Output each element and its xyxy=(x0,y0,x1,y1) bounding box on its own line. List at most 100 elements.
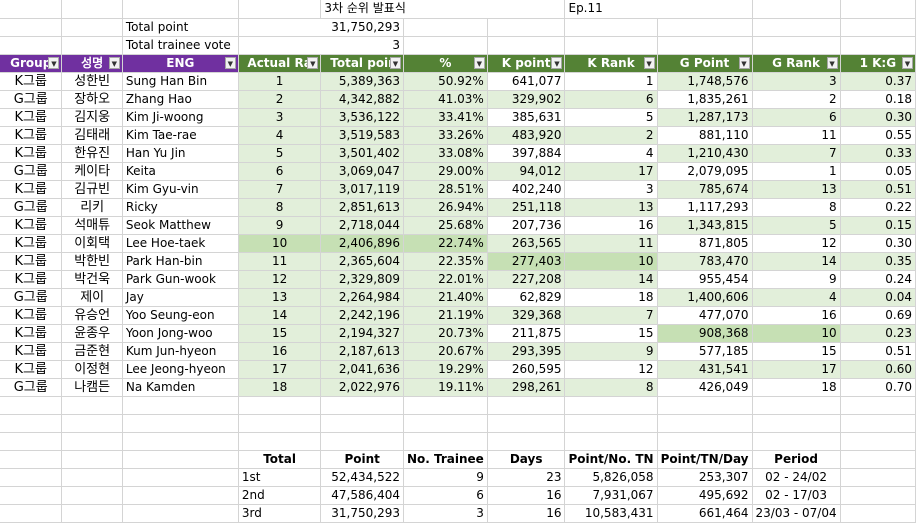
actual-rank-cell[interactable]: 2 xyxy=(238,90,322,109)
empty-cell[interactable] xyxy=(657,36,753,55)
k-rank-cell[interactable]: 2 xyxy=(564,126,658,145)
empty-cell[interactable] xyxy=(0,468,63,487)
filter-dropdown-button[interactable]: ▼ xyxy=(224,56,236,69)
k-point-cell[interactable]: 211,875 xyxy=(487,324,566,343)
total-point-cell[interactable]: 3,017,119 xyxy=(320,180,404,199)
group-cell[interactable]: K그룹 xyxy=(0,108,63,127)
name-cell[interactable]: 김규빈 xyxy=(61,180,123,199)
percent-cell[interactable]: 22.74% xyxy=(403,234,488,253)
name-cell[interactable]: 성한빈 xyxy=(61,72,123,91)
k-point-cell[interactable]: 298,261 xyxy=(487,378,566,397)
summary-point-per-tn[interactable]: 7,931,067 xyxy=(564,486,658,505)
eng-name-cell[interactable]: Ricky xyxy=(122,198,239,217)
kg-ratio-cell[interactable]: 0.23 xyxy=(840,324,916,343)
k-point-cell[interactable]: 483,920 xyxy=(487,126,566,145)
group-cell[interactable]: G그룹 xyxy=(0,162,63,181)
summary-point-per-tn[interactable]: 5,826,058 xyxy=(564,468,658,487)
kg-ratio-cell[interactable]: 0.69 xyxy=(840,306,916,325)
name-cell[interactable]: 리키 xyxy=(61,198,123,217)
empty-cell[interactable] xyxy=(840,414,916,433)
name-cell[interactable]: 윤종우 xyxy=(61,324,123,343)
g-point-cell[interactable]: 1,400,606 xyxy=(657,288,753,307)
actual-rank-cell[interactable]: 3 xyxy=(238,108,322,127)
g-point-cell[interactable]: 431,541 xyxy=(657,360,753,379)
g-point-cell[interactable]: 477,070 xyxy=(657,306,753,325)
empty-cell[interactable] xyxy=(487,18,566,37)
name-cell[interactable]: 금준현 xyxy=(61,342,123,361)
summary-header-point-per-tn-day[interactable]: Point/TN/Day xyxy=(657,450,753,469)
group-cell[interactable]: K그룹 xyxy=(0,360,63,379)
eng-name-cell[interactable]: Park Han-bin xyxy=(122,252,239,271)
header-total-point[interactable]: Total poir ▼ xyxy=(320,54,404,73)
k-rank-cell[interactable]: 15 xyxy=(564,324,658,343)
eng-name-cell[interactable]: Jay xyxy=(122,288,239,307)
eng-name-cell[interactable]: Yoon Jong-woo xyxy=(122,324,239,343)
total-point-cell[interactable]: 2,242,196 xyxy=(320,306,404,325)
empty-cell[interactable] xyxy=(487,36,566,55)
total-point-cell[interactable]: 5,389,363 xyxy=(320,72,404,91)
g-rank-cell[interactable]: 4 xyxy=(752,288,841,307)
total-point-cell[interactable]: 3,501,402 xyxy=(320,144,404,163)
group-cell[interactable]: G그룹 xyxy=(0,198,63,217)
header-k-point[interactable]: K point ▼ xyxy=(487,54,566,73)
eng-name-cell[interactable]: Seok Matthew xyxy=(122,216,239,235)
group-cell[interactable]: K그룹 xyxy=(0,126,63,145)
empty-cell[interactable] xyxy=(403,432,488,451)
percent-cell[interactable]: 28.51% xyxy=(403,180,488,199)
total-point-cell[interactable]: 2,718,044 xyxy=(320,216,404,235)
total-point-cell[interactable]: 2,406,896 xyxy=(320,234,404,253)
empty-cell[interactable] xyxy=(122,396,239,415)
sort-filter-button[interactable]: ▼ xyxy=(307,56,319,69)
percent-cell[interactable]: 19.11% xyxy=(403,378,488,397)
kg-ratio-cell[interactable]: 0.33 xyxy=(840,144,916,163)
empty-cell[interactable] xyxy=(840,36,916,55)
empty-cell[interactable] xyxy=(657,396,753,415)
k-point-cell[interactable]: 207,736 xyxy=(487,216,566,235)
total-point-cell[interactable]: 2,365,604 xyxy=(320,252,404,271)
empty-cell[interactable] xyxy=(840,486,916,505)
eng-name-cell[interactable]: Na Kamden xyxy=(122,378,239,397)
total-point-cell[interactable]: 2,194,327 xyxy=(320,324,404,343)
kg-ratio-cell[interactable]: 0.51 xyxy=(840,180,916,199)
empty-cell[interactable] xyxy=(752,414,841,433)
empty-cell[interactable] xyxy=(61,468,123,487)
empty-cell[interactable] xyxy=(840,504,916,523)
empty-cell[interactable] xyxy=(564,396,658,415)
g-point-cell[interactable]: 577,185 xyxy=(657,342,753,361)
k-rank-cell[interactable]: 6 xyxy=(564,90,658,109)
eng-name-cell[interactable]: Lee Hoe-taek xyxy=(122,234,239,253)
empty-cell[interactable] xyxy=(487,396,566,415)
empty-cell[interactable] xyxy=(752,396,841,415)
total-point-cell[interactable]: 3,536,122 xyxy=(320,108,404,127)
summary-point-per-tn-day[interactable]: 253,307 xyxy=(657,468,753,487)
filter-dropdown-button[interactable]: ▼ xyxy=(826,56,838,69)
filter-dropdown-button[interactable]: ▼ xyxy=(389,56,401,69)
empty-cell[interactable] xyxy=(238,396,322,415)
group-cell[interactable]: K그룹 xyxy=(0,270,63,289)
header-kg-ratio[interactable]: 1 K:G ▼ xyxy=(840,54,916,73)
empty-cell[interactable] xyxy=(238,414,322,433)
empty-cell[interactable] xyxy=(752,0,841,19)
summary-header-period[interactable]: Period xyxy=(752,450,841,469)
k-rank-cell[interactable]: 16 xyxy=(564,216,658,235)
k-rank-cell[interactable]: 17 xyxy=(564,162,658,181)
k-rank-cell[interactable]: 1 xyxy=(564,72,658,91)
name-cell[interactable]: 유승언 xyxy=(61,306,123,325)
g-rank-cell[interactable]: 12 xyxy=(752,234,841,253)
kg-ratio-cell[interactable]: 0.05 xyxy=(840,162,916,181)
g-point-cell[interactable]: 1,287,173 xyxy=(657,108,753,127)
header-k-rank[interactable]: K Rank ▼ xyxy=(564,54,658,73)
summary-label[interactable]: 1st xyxy=(238,468,322,487)
name-cell[interactable]: 석매튜 xyxy=(61,216,123,235)
summary-period[interactable]: 02 - 24/02 xyxy=(752,468,841,487)
k-point-cell[interactable]: 277,403 xyxy=(487,252,566,271)
empty-cell[interactable] xyxy=(61,36,123,55)
summary-days[interactable]: 16 xyxy=(487,486,566,505)
actual-rank-cell[interactable]: 9 xyxy=(238,216,322,235)
summary-point[interactable]: 47,586,404 xyxy=(320,486,404,505)
empty-cell[interactable] xyxy=(0,450,63,469)
name-cell[interactable]: 이정현 xyxy=(61,360,123,379)
total-point-cell[interactable]: 3,069,047 xyxy=(320,162,404,181)
total-point-cell[interactable]: 2,041,636 xyxy=(320,360,404,379)
group-cell[interactable]: K그룹 xyxy=(0,342,63,361)
